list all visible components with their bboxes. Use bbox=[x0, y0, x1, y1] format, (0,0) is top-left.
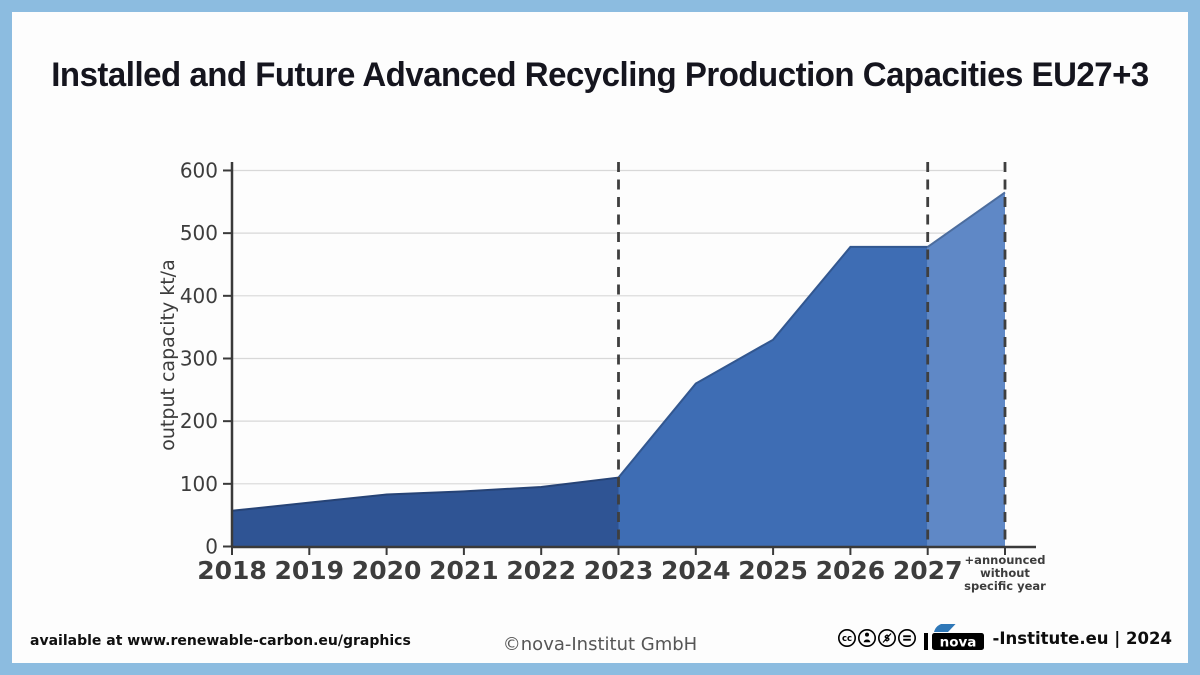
y-tick-label-600: 600 bbox=[180, 158, 218, 182]
area-segment-2027-announced bbox=[927, 192, 1005, 547]
x-tick-label-2021: 2021 bbox=[429, 556, 499, 585]
x-tick-label-2024: 2024 bbox=[661, 556, 731, 585]
nova-logo-sail bbox=[933, 624, 956, 632]
x-tick-label-2018: 2018 bbox=[197, 556, 267, 585]
availability-note: available at www.renewable-carbon.eu/gra… bbox=[30, 633, 411, 649]
y-tick-label-500: 500 bbox=[180, 221, 218, 245]
cc-by-icon bbox=[857, 629, 876, 647]
x-tick-label-2019: 2019 bbox=[275, 556, 345, 585]
copyright-text: ©nova-Institut GmbH bbox=[502, 634, 698, 655]
x-tick-label-2022: 2022 bbox=[506, 556, 576, 585]
y-tick-label-300: 300 bbox=[180, 346, 218, 370]
x-tick-label-2020: 2020 bbox=[352, 556, 422, 585]
area-segment-2018-2023 bbox=[232, 477, 619, 547]
cc-nd-icon bbox=[897, 629, 916, 647]
area-top-edge-2027-announced bbox=[927, 191, 1006, 248]
cc-license-icon bbox=[837, 629, 856, 647]
svg-text:$: $ bbox=[883, 634, 889, 644]
nova-logo-word: nova bbox=[939, 635, 976, 651]
y-tick-label-100: 100 bbox=[180, 472, 218, 496]
x-tick-label-2027: 2027 bbox=[893, 556, 963, 585]
x-tick-label-announced: +announced without specific year bbox=[964, 553, 1046, 593]
nova-institute-logo: nova bbox=[923, 624, 984, 651]
creative-commons-icons: cc $ bbox=[837, 629, 916, 647]
page-title: Installed and Future Advanced Recycling … bbox=[51, 56, 1149, 94]
y-tick-label-0: 0 bbox=[205, 535, 218, 559]
area-top-edge-2023-2027 bbox=[617, 245, 928, 479]
cc-nc-icon bbox=[877, 629, 896, 647]
y-tick-label-400: 400 bbox=[180, 284, 218, 308]
svg-text:cc: cc bbox=[841, 634, 851, 644]
y-tick-label-200: 200 bbox=[180, 409, 218, 433]
x-tick-label-2026: 2026 bbox=[816, 556, 886, 585]
x-tick-label-2025: 2025 bbox=[738, 556, 808, 585]
area-top-edge-2018-2023 bbox=[231, 476, 619, 512]
logo-suffix-text: -Institute.eu | 2024 bbox=[992, 628, 1172, 648]
area-segment-2023-2027 bbox=[618, 246, 928, 547]
x-tick-label-2023: 2023 bbox=[584, 556, 654, 585]
branding-block: cc $ nova -Institute.eu | 2024 bbox=[837, 624, 1172, 652]
